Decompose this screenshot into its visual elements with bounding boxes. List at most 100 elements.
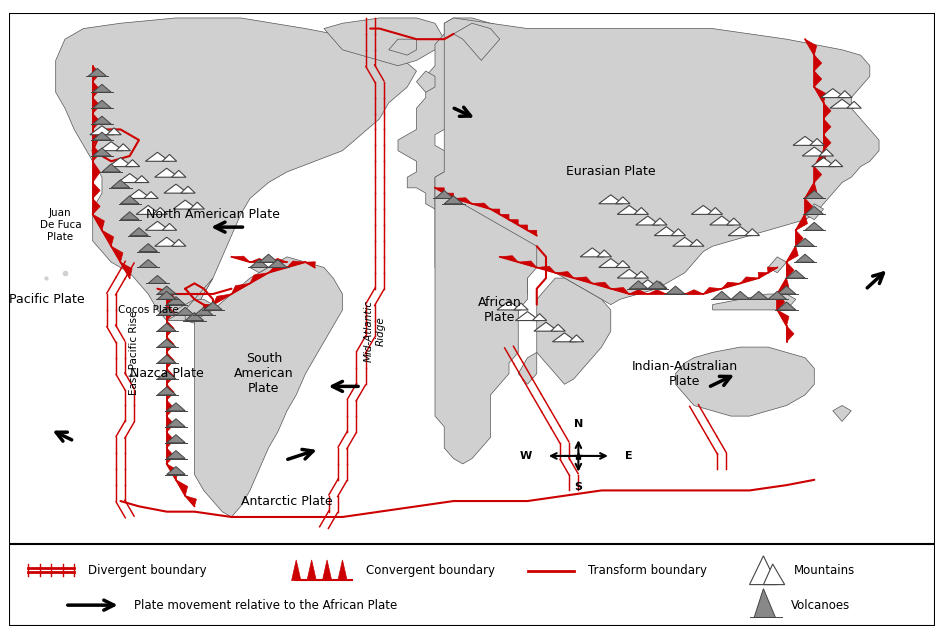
Polygon shape [453, 23, 499, 61]
Polygon shape [167, 353, 174, 368]
Polygon shape [713, 291, 731, 300]
Polygon shape [689, 240, 704, 246]
Polygon shape [93, 132, 111, 140]
Polygon shape [805, 183, 817, 198]
Polygon shape [56, 18, 416, 320]
Text: African
Plate: African Plate [478, 296, 522, 324]
Polygon shape [93, 183, 100, 198]
Polygon shape [173, 200, 197, 209]
Polygon shape [722, 283, 740, 289]
Polygon shape [777, 302, 796, 310]
Polygon shape [180, 186, 195, 193]
Polygon shape [796, 230, 803, 246]
Polygon shape [630, 289, 648, 294]
Polygon shape [176, 480, 188, 495]
Polygon shape [515, 312, 540, 320]
Polygon shape [268, 258, 287, 262]
Polygon shape [176, 307, 194, 315]
Polygon shape [815, 87, 826, 103]
Polygon shape [581, 248, 604, 257]
Text: Divergent boundary: Divergent boundary [88, 564, 207, 577]
Polygon shape [805, 198, 813, 214]
Polygon shape [306, 262, 315, 267]
Polygon shape [745, 229, 760, 236]
Polygon shape [728, 227, 752, 236]
Polygon shape [204, 302, 222, 310]
Polygon shape [167, 466, 185, 475]
Polygon shape [815, 167, 821, 183]
Polygon shape [823, 103, 831, 119]
Polygon shape [158, 291, 176, 300]
Polygon shape [635, 280, 660, 289]
Polygon shape [250, 260, 268, 267]
Polygon shape [416, 71, 435, 92]
Polygon shape [815, 55, 821, 71]
Polygon shape [491, 209, 499, 214]
Polygon shape [691, 205, 716, 214]
Polygon shape [777, 310, 789, 326]
Polygon shape [158, 355, 176, 363]
Polygon shape [805, 190, 823, 198]
Polygon shape [143, 191, 159, 198]
Polygon shape [713, 294, 796, 310]
Polygon shape [810, 138, 824, 145]
Polygon shape [499, 214, 509, 220]
Polygon shape [167, 278, 213, 320]
Polygon shape [194, 257, 343, 517]
Polygon shape [203, 304, 213, 310]
Polygon shape [93, 148, 111, 156]
Polygon shape [213, 294, 231, 305]
Polygon shape [93, 130, 100, 145]
Polygon shape [145, 152, 170, 161]
Polygon shape [121, 196, 139, 204]
Text: Antarctic Plate: Antarctic Plate [241, 495, 333, 507]
Polygon shape [528, 230, 537, 236]
Polygon shape [750, 556, 777, 585]
Polygon shape [796, 254, 815, 262]
Text: Volcanoes: Volcanoes [791, 599, 851, 612]
Polygon shape [833, 406, 851, 422]
Polygon shape [167, 289, 174, 305]
Polygon shape [805, 222, 823, 230]
Polygon shape [518, 225, 528, 230]
Polygon shape [167, 305, 174, 320]
Polygon shape [93, 198, 100, 214]
Polygon shape [617, 269, 641, 278]
Polygon shape [597, 250, 612, 257]
Polygon shape [802, 147, 826, 156]
Polygon shape [167, 432, 174, 448]
Polygon shape [167, 416, 174, 432]
Text: Eurasian Plate: Eurasian Plate [566, 166, 655, 178]
Polygon shape [155, 237, 178, 246]
Polygon shape [167, 336, 174, 353]
Polygon shape [453, 198, 472, 204]
Polygon shape [111, 246, 123, 262]
Polygon shape [764, 564, 784, 585]
Polygon shape [555, 272, 574, 278]
Polygon shape [445, 196, 463, 204]
Polygon shape [250, 273, 268, 283]
Polygon shape [93, 214, 105, 230]
Text: Juan
De Fuca
Plate: Juan De Fuca Plate [40, 209, 81, 241]
Polygon shape [194, 307, 213, 315]
Polygon shape [93, 66, 100, 82]
Polygon shape [768, 291, 786, 300]
Polygon shape [109, 157, 132, 167]
Polygon shape [250, 262, 268, 273]
Polygon shape [666, 286, 684, 294]
Polygon shape [164, 184, 188, 193]
Polygon shape [93, 82, 100, 97]
Polygon shape [534, 322, 558, 331]
Polygon shape [158, 339, 176, 347]
Polygon shape [648, 281, 666, 289]
Polygon shape [805, 207, 823, 214]
Polygon shape [99, 142, 124, 150]
Text: Indian-Australian
Plate: Indian-Australian Plate [632, 360, 738, 387]
Polygon shape [172, 240, 186, 246]
Polygon shape [574, 277, 592, 283]
Polygon shape [823, 135, 831, 150]
Polygon shape [93, 116, 111, 124]
Polygon shape [710, 216, 733, 225]
Polygon shape [172, 170, 186, 177]
Polygon shape [611, 288, 630, 294]
